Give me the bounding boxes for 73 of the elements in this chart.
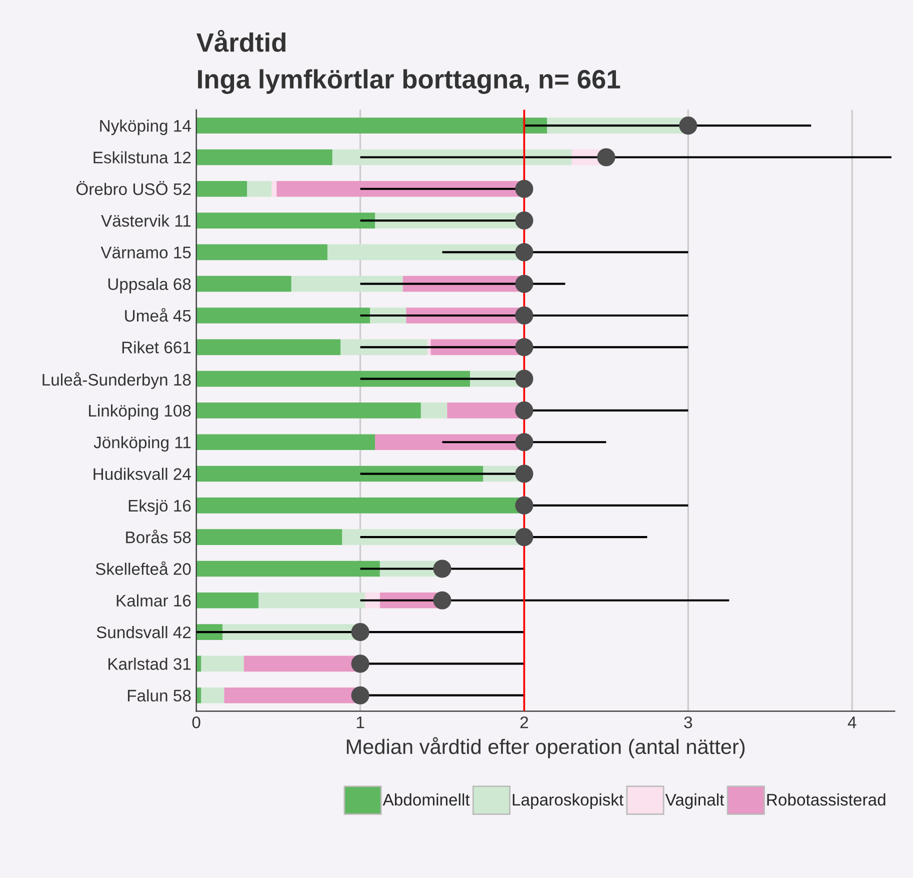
bar [196,244,328,260]
x-tick-label: 4 [848,716,856,728]
point [351,654,370,673]
point [515,306,534,325]
point [515,496,534,514]
y-tick-label: Västervik 11 [101,214,191,227]
point [433,591,452,610]
x-tick-label: 2 [520,716,528,728]
point [351,686,370,704]
bar [196,308,370,324]
y-tick-label: Karlstad 31 [108,658,191,670]
x-tick-label: 0 [192,716,200,728]
bar [272,180,277,197]
y-tick-label: Eksjö 16 [128,499,191,515]
y-tick-label: Uppsala 68 [108,278,191,294]
y-tick-label: Örebro USÖ 52 [76,180,191,196]
y-tick-label: Sundsvall 42 [96,626,191,638]
bar [196,592,259,608]
y-tick-label: Skellefteå 20 [96,561,191,575]
point [515,180,534,198]
point [515,274,534,293]
bar [201,687,224,704]
point [515,401,534,420]
bar [201,656,244,672]
chart-title: Vårdtid [196,30,286,52]
y-tick-label: Riket 661 [122,341,191,354]
bar [196,276,292,292]
x-axis-title: Median vårdtid efter operation (antal nätter) [346,737,745,758]
y-tick-label: Värnamo 15 [100,246,191,258]
y-tick-label: Eskilstuna 12 [94,151,191,164]
x-tick-label: 3 [684,716,692,728]
bar [196,180,248,197]
y-tick-label: Falun 58 [128,689,191,702]
point [597,148,616,166]
point [679,116,698,135]
legend-label: Laparoskopiskt [512,793,624,809]
y-tick-label: Luleå-Sunderbyn 18 [42,372,191,389]
point [515,433,534,452]
bar [196,212,376,228]
point [515,528,534,546]
bar [196,370,470,387]
bar [196,149,332,166]
x-tick-label: 1 [356,716,364,728]
bar [196,560,380,577]
bar [196,339,341,356]
point [515,370,534,388]
legend-label: Abdominellt [382,793,470,806]
y-tick-label: Borås 58 [126,530,191,544]
point [515,212,534,230]
bar [291,276,403,292]
bar [196,434,376,450]
y-tick-label: Hudiksvall 24 [94,468,191,480]
bar [420,402,448,418]
point [515,243,534,262]
bar [196,466,484,482]
bar [196,402,421,418]
y-tick-label: Jönköping 11 [94,436,191,452]
y-tick-label: Kalmar 16 [116,594,191,607]
y-tick-label: Umeå 45 [125,308,191,322]
bar [247,180,272,197]
y-tick-label: Linköping 108 [89,404,191,420]
y-tick-label: Nyköping 14 [100,120,191,136]
point [515,464,534,483]
bar [196,529,342,545]
point [351,623,370,642]
point [515,338,534,356]
legend-label: Vaginalt [665,793,724,809]
chart-subtitle: Inga lymfkörtlar borttagna, n= 661 [198,69,620,94]
bar [196,118,548,134]
legend-label: Robotassisterad [767,793,886,806]
bar [340,339,428,356]
bar [258,592,366,608]
point [433,560,452,578]
